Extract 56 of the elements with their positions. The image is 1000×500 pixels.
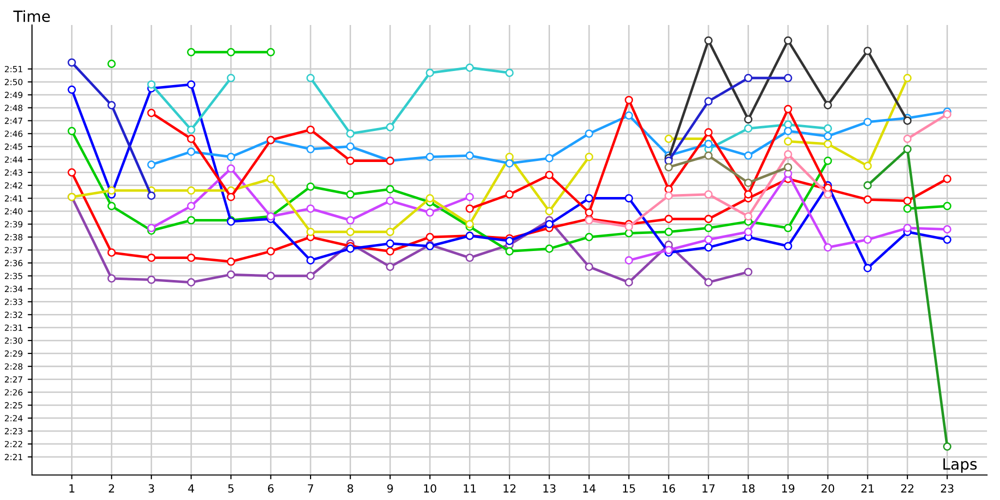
y-tick-label: 2:37: [4, 246, 22, 254]
y-tick-label: 2:21: [4, 454, 22, 460]
y-tick-label: 2:26: [4, 389, 22, 396]
y-tick-label: 2:46: [4, 130, 22, 137]
y-tick-label: 2:38: [4, 234, 22, 240]
y-tick-label: 2:33: [4, 298, 22, 306]
x-tick-label: 1: [69, 484, 74, 492]
x-tick-label: 17: [702, 484, 715, 492]
y-tick-label: 2:50: [4, 78, 22, 86]
y-tick-label: 2:35: [4, 272, 22, 280]
y-tick-label: 2:28: [4, 363, 22, 370]
x-tick-label: 12: [504, 484, 516, 492]
y-tick-label: 2:40: [4, 208, 22, 214]
y-tick-label: 2:29: [4, 350, 22, 357]
y-tick-label: 2:48: [4, 104, 22, 112]
y-tick-label: 2:27: [4, 376, 22, 382]
x-axis-title: Laps: [943, 458, 977, 473]
y-tick-label: 2:42: [4, 182, 22, 189]
y-tick-label: 2:49: [4, 92, 22, 98]
x-tick-label: 7: [308, 484, 314, 492]
y-tick-label: 2:25: [4, 402, 22, 408]
x-tick-label: 5: [228, 484, 234, 493]
y-tick-label: 2:47: [4, 118, 22, 124]
y-tick-label: 2:34: [4, 286, 23, 292]
x-tick-label: 21: [861, 484, 874, 492]
y-tick-label: 2:30: [4, 338, 22, 344]
x-tick-label: 8: [348, 484, 354, 493]
x-tick-label: 23: [940, 484, 954, 493]
y-tick-label: 2:32: [4, 312, 22, 318]
y-tick-label: 2:44: [4, 156, 23, 163]
y-tick-label: 2:43: [4, 169, 22, 176]
x-tick-label: 20: [822, 484, 834, 493]
x-tick-label: 16: [662, 484, 676, 493]
y-tick-label: 2:45: [4, 144, 22, 150]
x-tick-label: 10: [424, 484, 436, 493]
y-axis-title: Time: [13, 10, 50, 22]
y-tick-label: 2:51: [4, 66, 22, 72]
x-tick-label: 22: [901, 484, 914, 492]
x-tick-label: 9: [387, 484, 393, 493]
y-tick-label: 2:39: [4, 221, 22, 228]
y-tick-label: 2:22: [4, 440, 22, 448]
x-tick-label: 18: [742, 484, 755, 493]
x-tick-label: 11: [464, 484, 476, 492]
y-tick-label: 2:41: [4, 195, 22, 202]
x-tick-label: 13: [543, 484, 556, 493]
x-tick-label: 4: [188, 484, 194, 492]
x-tick-label: 2: [108, 484, 114, 492]
x-tick-label: 19: [782, 484, 794, 493]
x-tick-label: 6: [268, 484, 274, 493]
y-tick-label: 2:24: [4, 415, 23, 422]
y-tick-label: 2:31: [4, 324, 22, 331]
x-tick-label: 15: [623, 484, 635, 493]
x-tick-label: 14: [583, 484, 596, 492]
y-tick-label: 2:23: [4, 428, 22, 434]
x-tick-label: 3: [148, 484, 154, 493]
y-tick-label: 2:36: [4, 260, 22, 266]
